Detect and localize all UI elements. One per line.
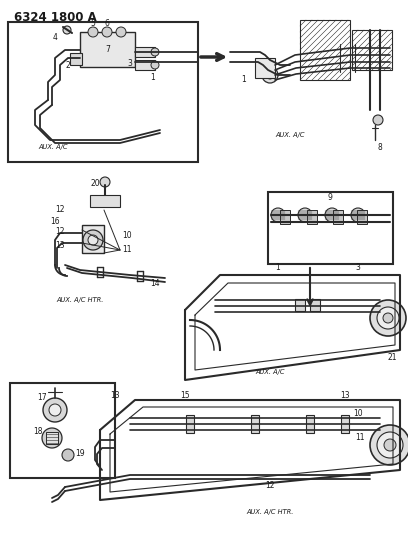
- Text: 12: 12: [265, 481, 275, 489]
- Circle shape: [102, 27, 112, 37]
- Circle shape: [88, 235, 98, 245]
- Circle shape: [42, 428, 62, 448]
- Text: 6324 1800 A: 6324 1800 A: [14, 11, 97, 24]
- Circle shape: [83, 230, 103, 250]
- Circle shape: [377, 432, 403, 458]
- Text: 16: 16: [50, 217, 60, 227]
- Bar: [8, 22, 198, 162]
- Text: AUX. A/C: AUX. A/C: [275, 132, 305, 138]
- Text: 2: 2: [66, 61, 70, 70]
- Circle shape: [49, 404, 61, 416]
- Bar: [82, 225, 104, 253]
- Bar: [307, 210, 317, 224]
- Text: 10: 10: [353, 408, 363, 417]
- Circle shape: [351, 208, 365, 222]
- Text: 1: 1: [151, 74, 155, 83]
- Text: 13: 13: [110, 391, 120, 400]
- Circle shape: [325, 208, 339, 222]
- Text: 5: 5: [91, 19, 95, 28]
- Circle shape: [384, 439, 396, 451]
- Text: 9: 9: [328, 192, 333, 201]
- Bar: [295, 299, 305, 311]
- Bar: [333, 210, 343, 224]
- Bar: [46, 432, 58, 444]
- Text: AUX. A/C: AUX. A/C: [38, 144, 67, 150]
- Bar: [341, 415, 349, 433]
- Bar: [357, 210, 367, 224]
- Text: AUX. A/C: AUX. A/C: [255, 369, 285, 375]
- Bar: [70, 53, 82, 65]
- Bar: [90, 195, 120, 207]
- Circle shape: [151, 48, 159, 56]
- Bar: [135, 60, 155, 70]
- Circle shape: [271, 208, 285, 222]
- Text: 18: 18: [33, 427, 43, 437]
- Circle shape: [116, 27, 126, 37]
- Circle shape: [88, 27, 98, 37]
- Circle shape: [373, 115, 383, 125]
- Text: 12: 12: [55, 228, 65, 237]
- Text: 12: 12: [55, 206, 65, 214]
- Circle shape: [62, 449, 74, 461]
- Circle shape: [370, 300, 406, 336]
- Text: 11: 11: [122, 246, 132, 254]
- Circle shape: [298, 208, 312, 222]
- Text: 19: 19: [75, 449, 85, 458]
- Circle shape: [377, 307, 399, 329]
- Text: 8: 8: [378, 142, 382, 151]
- Text: 3: 3: [128, 60, 133, 69]
- Text: AUX. A/C HTR.: AUX. A/C HTR.: [56, 297, 104, 303]
- Text: 13: 13: [340, 391, 350, 400]
- Bar: [255, 58, 275, 78]
- Text: 15: 15: [180, 391, 190, 400]
- Text: 7: 7: [106, 45, 111, 54]
- Bar: [268, 192, 393, 264]
- Bar: [306, 415, 314, 433]
- Bar: [280, 210, 290, 224]
- Circle shape: [383, 313, 393, 323]
- Bar: [10, 383, 115, 478]
- Bar: [80, 32, 135, 67]
- Text: 14: 14: [150, 279, 160, 287]
- Text: 1: 1: [276, 262, 280, 271]
- Text: 13: 13: [55, 240, 65, 249]
- Circle shape: [262, 67, 278, 83]
- Text: 6: 6: [104, 19, 109, 28]
- Bar: [251, 415, 259, 433]
- Circle shape: [370, 425, 408, 465]
- Bar: [135, 47, 155, 57]
- Text: 4: 4: [53, 33, 58, 42]
- Circle shape: [100, 177, 110, 187]
- Text: 20: 20: [90, 179, 100, 188]
- Text: 21: 21: [387, 353, 397, 362]
- Bar: [310, 299, 320, 311]
- Bar: [300, 20, 350, 80]
- Text: 3: 3: [355, 262, 360, 271]
- Bar: [352, 30, 392, 70]
- Bar: [186, 415, 194, 433]
- Text: 11: 11: [355, 433, 365, 442]
- Circle shape: [266, 71, 274, 79]
- Circle shape: [63, 26, 71, 34]
- Text: 1: 1: [242, 76, 246, 85]
- Circle shape: [151, 61, 159, 69]
- Text: 10: 10: [122, 230, 132, 239]
- Circle shape: [43, 398, 67, 422]
- Text: 17: 17: [37, 392, 47, 401]
- Text: AUX. A/C HTR.: AUX. A/C HTR.: [246, 509, 294, 515]
